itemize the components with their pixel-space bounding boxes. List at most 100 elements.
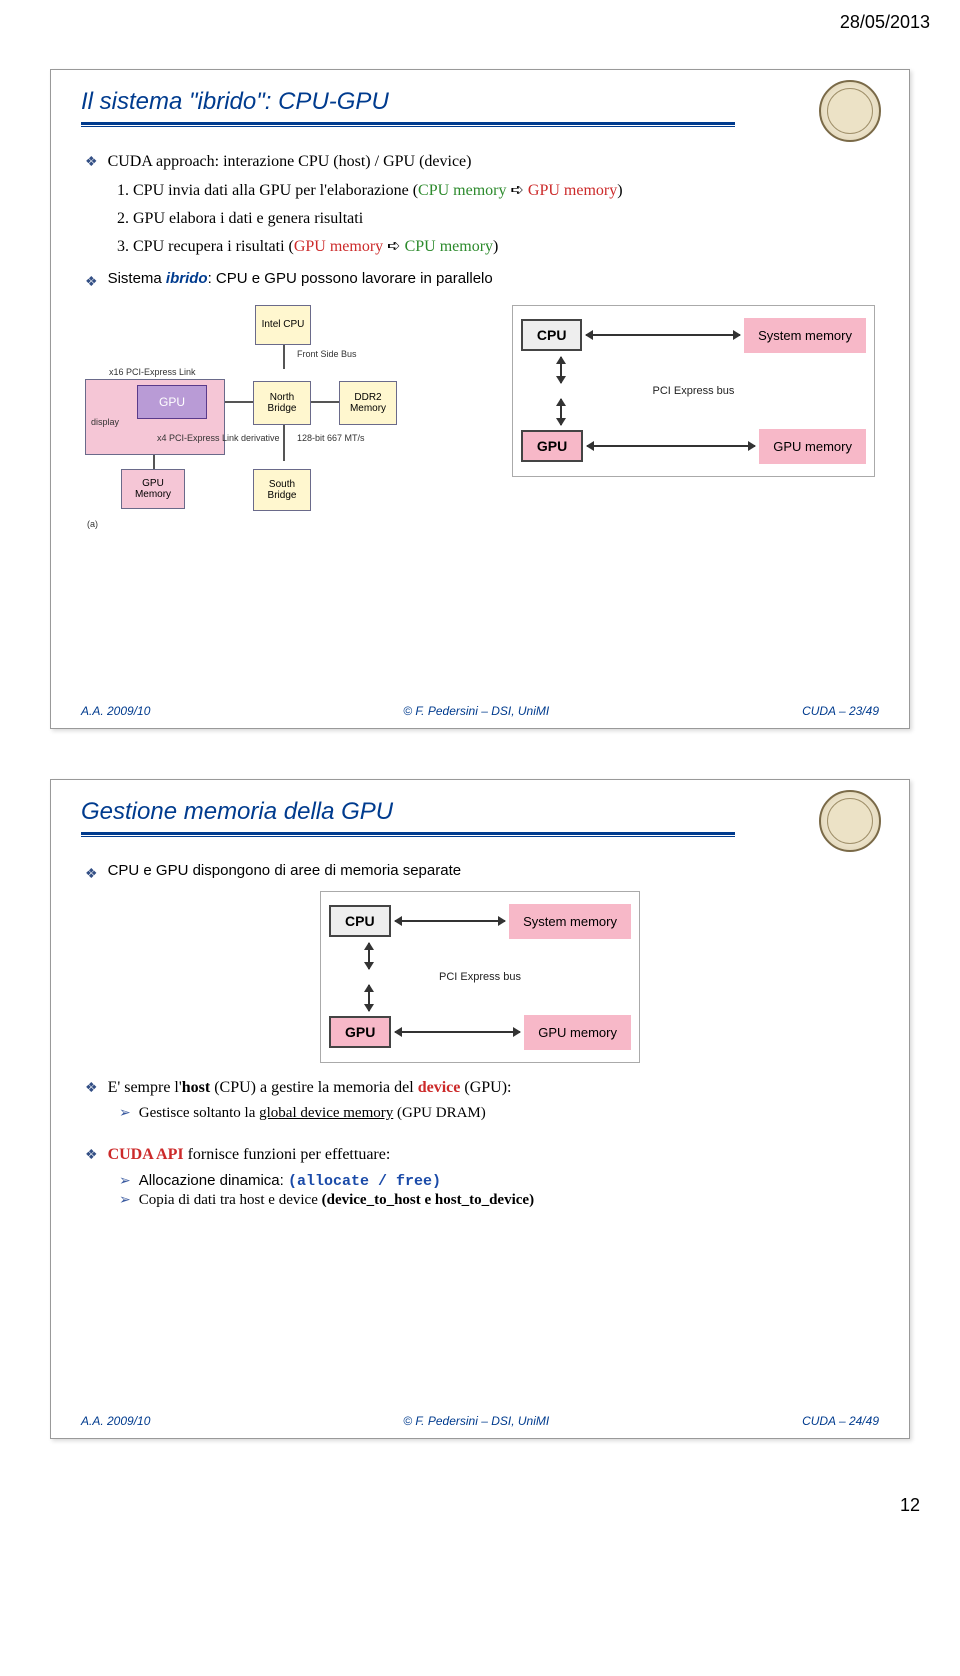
item-close: ) [493,238,498,255]
cpu-gpu-diagram: CPU System memory PCI Express bus GPU GP… [512,305,875,477]
gpu-row: GPU GPU memory [329,1015,631,1050]
bus-arrow-icon [395,920,506,922]
gpu-memory-box: GPU memory [524,1015,631,1050]
pci-bus-label: PCI Express bus [329,971,631,983]
footer-center: © F. Pedersini – DSI, UniMI [403,704,549,718]
gpu-memory-box: GPU memory [759,429,866,464]
motherboard-diagram: Intel CPU Front Side Bus x16 PCI-Express… [85,305,482,555]
pci-bus-label: PCI Express bus [521,385,866,397]
pci-bus-arrow-icon [560,357,562,383]
item-2: 2. GPU elabora i dati e genera risultati [117,207,875,231]
cpu-gpu-diagram: CPU System memory PCI Express bus GPU GP… [320,891,640,1063]
arrow-icon: ➪ [383,238,404,255]
cpu-row: CPU System memory [329,904,631,939]
bullet-1: ❖ CPU e GPU dispongono di aree di memori… [85,861,875,883]
link [283,425,285,461]
diamond-bullet-icon: ❖ [85,272,98,291]
item-3: 3. CPU recupera i risultati (GPU memory … [117,235,875,259]
slide-header: Gestione memoria della GPU [51,780,909,843]
alloc-code: (allocate / free) [288,1173,441,1190]
item-number: 1. [117,182,129,199]
page-number: 12 [0,1489,960,1536]
pci-bus-arrow-icon [368,985,370,1011]
link [225,401,253,403]
triangle-bullet-icon: ➢ [119,1192,131,1209]
item-text: CPU recupera i risultati ( [133,238,294,255]
footer-right: CUDA – 23/49 [802,704,879,718]
copy-highlight: (device_to_host e host_to_device) [322,1192,534,1208]
hybrid-bullet: ❖ Sistema ibrido: CPU e GPU possono lavo… [85,269,875,291]
mem-dst: CPU memory [405,238,493,255]
diagrams-row: Intel CPU Front Side Bus x16 PCI-Express… [85,305,875,555]
title-rule-thin [81,836,735,837]
slide-title: Il sistema "ibrido": CPU-GPU [81,88,879,116]
bullet-3-sub2: ➢ Copia di dati tra host e device (devic… [119,1192,875,1209]
item-1: 1. CPU invia dati alla GPU per l'elabora… [117,179,875,203]
cpu-row: CPU System memory [521,318,866,353]
t: fornisce funzioni per effettuare: [184,1146,391,1163]
device-word: device [418,1079,461,1096]
t: E' sempre l' [108,1079,182,1096]
slide-1: Il sistema "ibrido": CPU-GPU ❖ CUDA appr… [50,69,910,729]
item-text: CPU invia dati alla GPU per l'elaborazio… [133,182,418,199]
bullet-3: ❖ CUDA API fornisce funzioni per effettu… [85,1144,875,1166]
gpu-chip: GPU [329,1016,391,1048]
t: (GPU DRAM) [393,1105,486,1121]
system-memory-box: System memory [744,318,866,353]
bus-arrow-icon [587,445,755,447]
ddr2-box: DDR2 Memory [339,381,397,425]
bullet-text: E' sempre l'host (CPU) a gestire la memo… [108,1077,512,1099]
university-logo [819,80,881,142]
title-rule [81,832,735,835]
item-number: 3. [117,238,129,255]
lead-bullet: ❖ CUDA approach: interazione CPU (host) … [85,151,875,173]
north-bridge-box: North Bridge [253,381,311,425]
gpu-memory-box: GPU Memory [121,469,185,509]
bus-arrow-icon [586,334,740,336]
bullet-text: CUDA API fornisce funzioni per effettuar… [108,1144,391,1166]
cuda-api-highlight: CUDA API [108,1146,184,1163]
t: (CPU) a gestire la memoria del [210,1079,418,1096]
fsb-label: Front Side Bus [297,349,357,359]
link [283,345,285,369]
sub-text: Gestisce soltanto la global device memor… [139,1105,486,1122]
gpu-row: GPU GPU memory [521,429,866,464]
mem-dst: GPU memory [528,182,617,199]
system-memory-box: System memory [509,904,631,939]
diamond-bullet-icon: ❖ [85,864,98,883]
bus-arrow-icon [395,1031,520,1033]
diamond-bullet-icon: ❖ [85,1147,98,1166]
slide-title: Gestione memoria della GPU [81,798,879,826]
gpu-chip: GPU [521,430,583,462]
arrow-icon: ➪ [506,182,527,199]
item-close: ) [617,182,622,199]
subfig-a-label: (a) [87,519,98,529]
diamond-bullet-icon: ❖ [85,1080,98,1099]
triangle-bullet-icon: ➢ [119,1105,131,1122]
page-date: 28/05/2013 [0,0,960,39]
link [153,455,155,469]
mem-src: GPU memory [294,238,383,255]
title-rule-thin [81,126,735,127]
bullet-text: CPU e GPU dispongono di aree di memoria … [108,861,462,881]
t: Gestisce soltanto la [139,1105,259,1121]
t: Sistema [108,270,166,287]
t: Allocazione dinamica: [139,1172,288,1189]
pci-bus-arrow-icon [560,399,562,425]
sub-text: Allocazione dinamica: (allocate / free) [139,1172,441,1190]
slide-header: Il sistema "ibrido": CPU-GPU [51,70,909,133]
sub-text: Copia di dati tra host e device (device_… [139,1192,534,1209]
title-rule [81,122,735,125]
item-number: 2. [117,210,129,227]
t: (GPU): [460,1079,511,1096]
bullet-2: ❖ E' sempre l'host (CPU) a gestire la me… [85,1077,875,1099]
slide-footer: A.A. 2009/10 © F. Pedersini – DSI, UniMI… [81,704,879,718]
diamond-bullet-icon: ❖ [85,154,98,173]
item-text: GPU elabora i dati e genera risultati [133,210,363,227]
university-logo [819,790,881,852]
t: Copia di dati tra host e device [139,1192,322,1208]
slide-2: Gestione memoria della GPU ❖ CPU e GPU d… [50,779,910,1439]
slide-body: ❖ CPU e GPU dispongono di aree di memori… [51,843,909,1221]
gpu-box: GPU [137,385,207,419]
intel-cpu-box: Intel CPU [255,305,311,345]
